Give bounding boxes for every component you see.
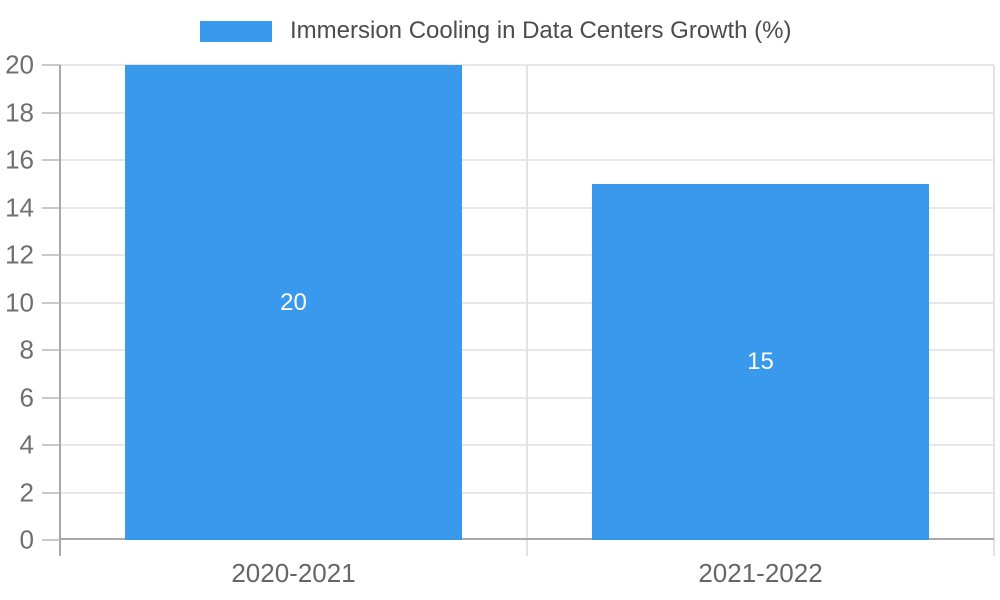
bar-2021-2022 (592, 183, 929, 540)
y-tick-label-18: 18 (5, 97, 34, 127)
y-tick-label-20: 20 (5, 49, 34, 80)
y-tick-18 (42, 111, 60, 114)
y-tick-label-10: 10 (5, 287, 34, 317)
y-tick-6 (42, 396, 60, 399)
x-category-label-2020-2021: 2020-2021 (231, 558, 356, 588)
y-tick-8 (42, 349, 60, 351)
x-axis-line (60, 538, 994, 540)
y-tick-label-0: 0 (19, 524, 34, 555)
y-tick-16 (42, 159, 60, 161)
gridline-x-boundary (993, 65, 995, 556)
y-tick-label-2: 2 (19, 477, 34, 507)
y-tick-label-6: 6 (19, 382, 34, 412)
y-tick-20 (42, 64, 60, 66)
y-tick-label-8: 8 (19, 334, 34, 365)
y-axis-line (59, 65, 61, 556)
y-tick-12 (42, 254, 60, 256)
gridline-x-boundary (526, 65, 528, 556)
chart-legend: Immersion Cooling in Data Centers Growth… (200, 17, 792, 45)
y-tick-label-14: 14 (5, 192, 34, 222)
y-tick-14 (42, 206, 60, 209)
legend-label: Immersion Cooling in Data Centers Growth… (290, 17, 792, 44)
y-tick-label-16: 16 (5, 144, 34, 175)
bar-value-label-2021-2022: 15 (747, 347, 774, 375)
bar-2020-2021 (125, 65, 462, 540)
bar-value-label-2020-2021: 20 (280, 288, 307, 316)
y-tick-4 (42, 444, 60, 446)
y-tick-label-4: 4 (19, 429, 34, 460)
y-tick-0 (42, 539, 60, 541)
y-tick-10 (42, 301, 60, 304)
plot-area: 0 2 4 6 8 10 12 14 16 18 20 20 2020-2021 15 2021-2022 (5, 50, 995, 588)
y-tick-2 (42, 491, 60, 494)
legend-swatch (200, 20, 272, 42)
y-tick-label-12: 12 (5, 239, 34, 270)
x-category-label-2021-2022: 2021-2022 (698, 558, 823, 588)
